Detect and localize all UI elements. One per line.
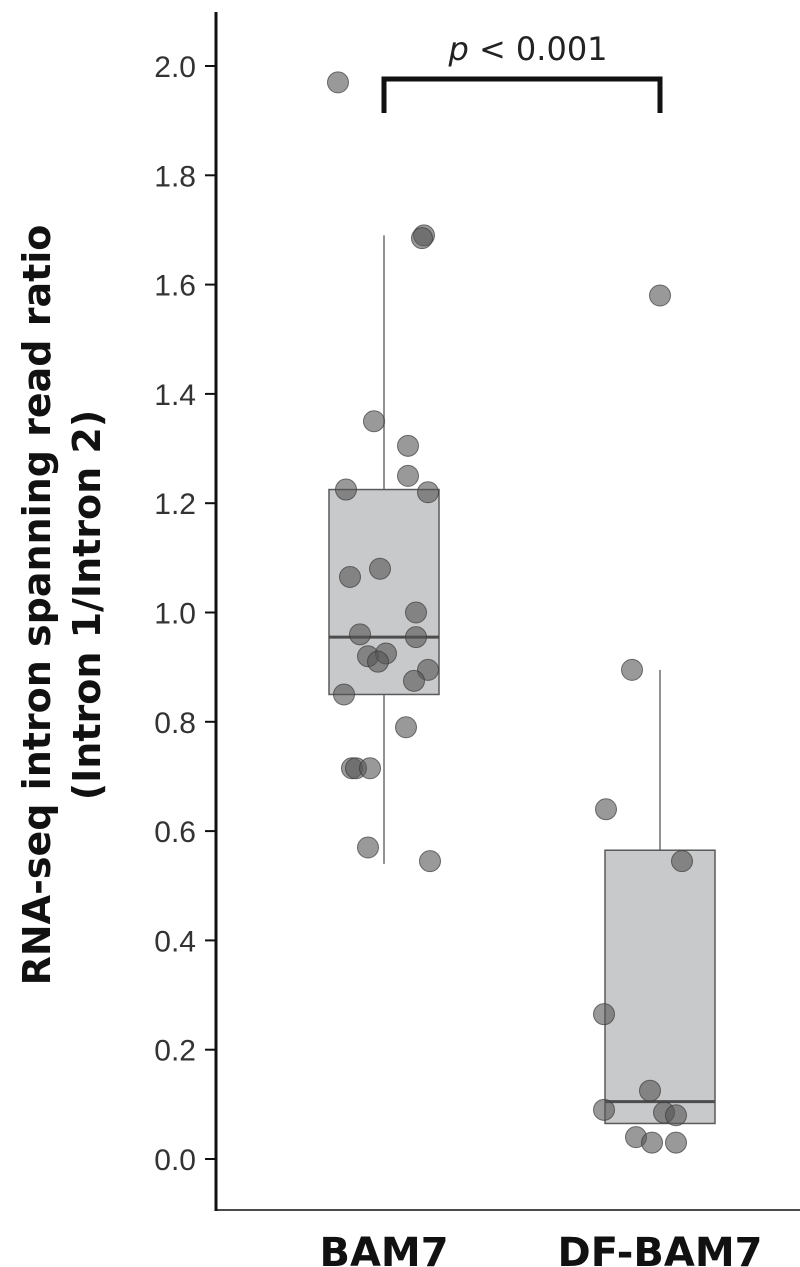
y-axis-title-line2: (Intron 1/Intron 2): [65, 410, 109, 800]
data-point: [367, 650, 389, 673]
significance-bracket: [381, 76, 663, 113]
y-tick-label: 0.8: [154, 707, 196, 740]
y-tick-label: 1.6: [154, 270, 196, 303]
data-point: [339, 565, 361, 588]
data-point: [369, 557, 391, 580]
data-point: [639, 1079, 661, 1102]
data-point: [395, 716, 417, 739]
data-point: [641, 1131, 663, 1154]
data-point: [333, 683, 355, 706]
x-category-label: DF-BAM7: [558, 1230, 763, 1267]
y-ticks-group: 0.0 0.2 0.4 0.6 0.8 1.0 1.2 1.4 1.6 1.8 2.0: [154, 51, 216, 1177]
y-tick-label: 0.0: [154, 1144, 196, 1177]
y-tick-label: 0.2: [154, 1035, 196, 1068]
data-point: [405, 626, 427, 649]
data-point: [593, 1098, 615, 1121]
y-tick-label: 2.0: [154, 51, 196, 84]
y-axis-subtitle: (Intron 1/Intron 2): [65, 410, 109, 800]
data-point: [671, 850, 693, 873]
data-point: [665, 1131, 687, 1154]
data-point: [621, 658, 643, 681]
boxes-group: [328, 235, 716, 1125]
box-iqr: [604, 849, 716, 1125]
data-point: [405, 601, 427, 624]
x-labels-group: BAM7 DF-BAM7: [319, 1230, 762, 1267]
y-tick-label: 1.8: [154, 160, 196, 193]
data-point: [595, 798, 617, 821]
data-point: [593, 1003, 615, 1026]
y-tick-label: 0.6: [154, 816, 196, 849]
data-point: [363, 410, 385, 433]
data-point: [359, 757, 381, 780]
data-point: [397, 434, 419, 457]
data-point: [403, 669, 425, 692]
significance-annotation: p < 0.001: [381, 30, 663, 113]
data-point: [397, 464, 419, 487]
y-tick-label: 1.0: [154, 598, 196, 631]
y-axis-title-line1: RNA-seq intron spanning read ratio: [15, 225, 59, 986]
data-point: [417, 481, 439, 504]
points-group: [327, 71, 693, 1154]
data-point: [419, 850, 441, 873]
data-point: [411, 227, 433, 250]
data-point: [335, 478, 357, 501]
y-tick-label: 0.4: [154, 925, 196, 958]
data-point: [665, 1104, 687, 1127]
y-tick-label: 1.2: [154, 488, 196, 521]
y-tick-label: 1.4: [154, 379, 196, 412]
p-value: < 0.001: [469, 30, 608, 68]
p-symbol: p: [447, 30, 468, 68]
x-category-label: BAM7: [319, 1230, 448, 1267]
data-point: [649, 284, 671, 307]
significance-label: p < 0.001: [447, 30, 607, 68]
data-point: [357, 836, 379, 859]
data-point: [327, 71, 349, 94]
y-axis-title: RNA-seq intron spanning read ratio: [15, 225, 59, 986]
data-point: [349, 623, 371, 646]
